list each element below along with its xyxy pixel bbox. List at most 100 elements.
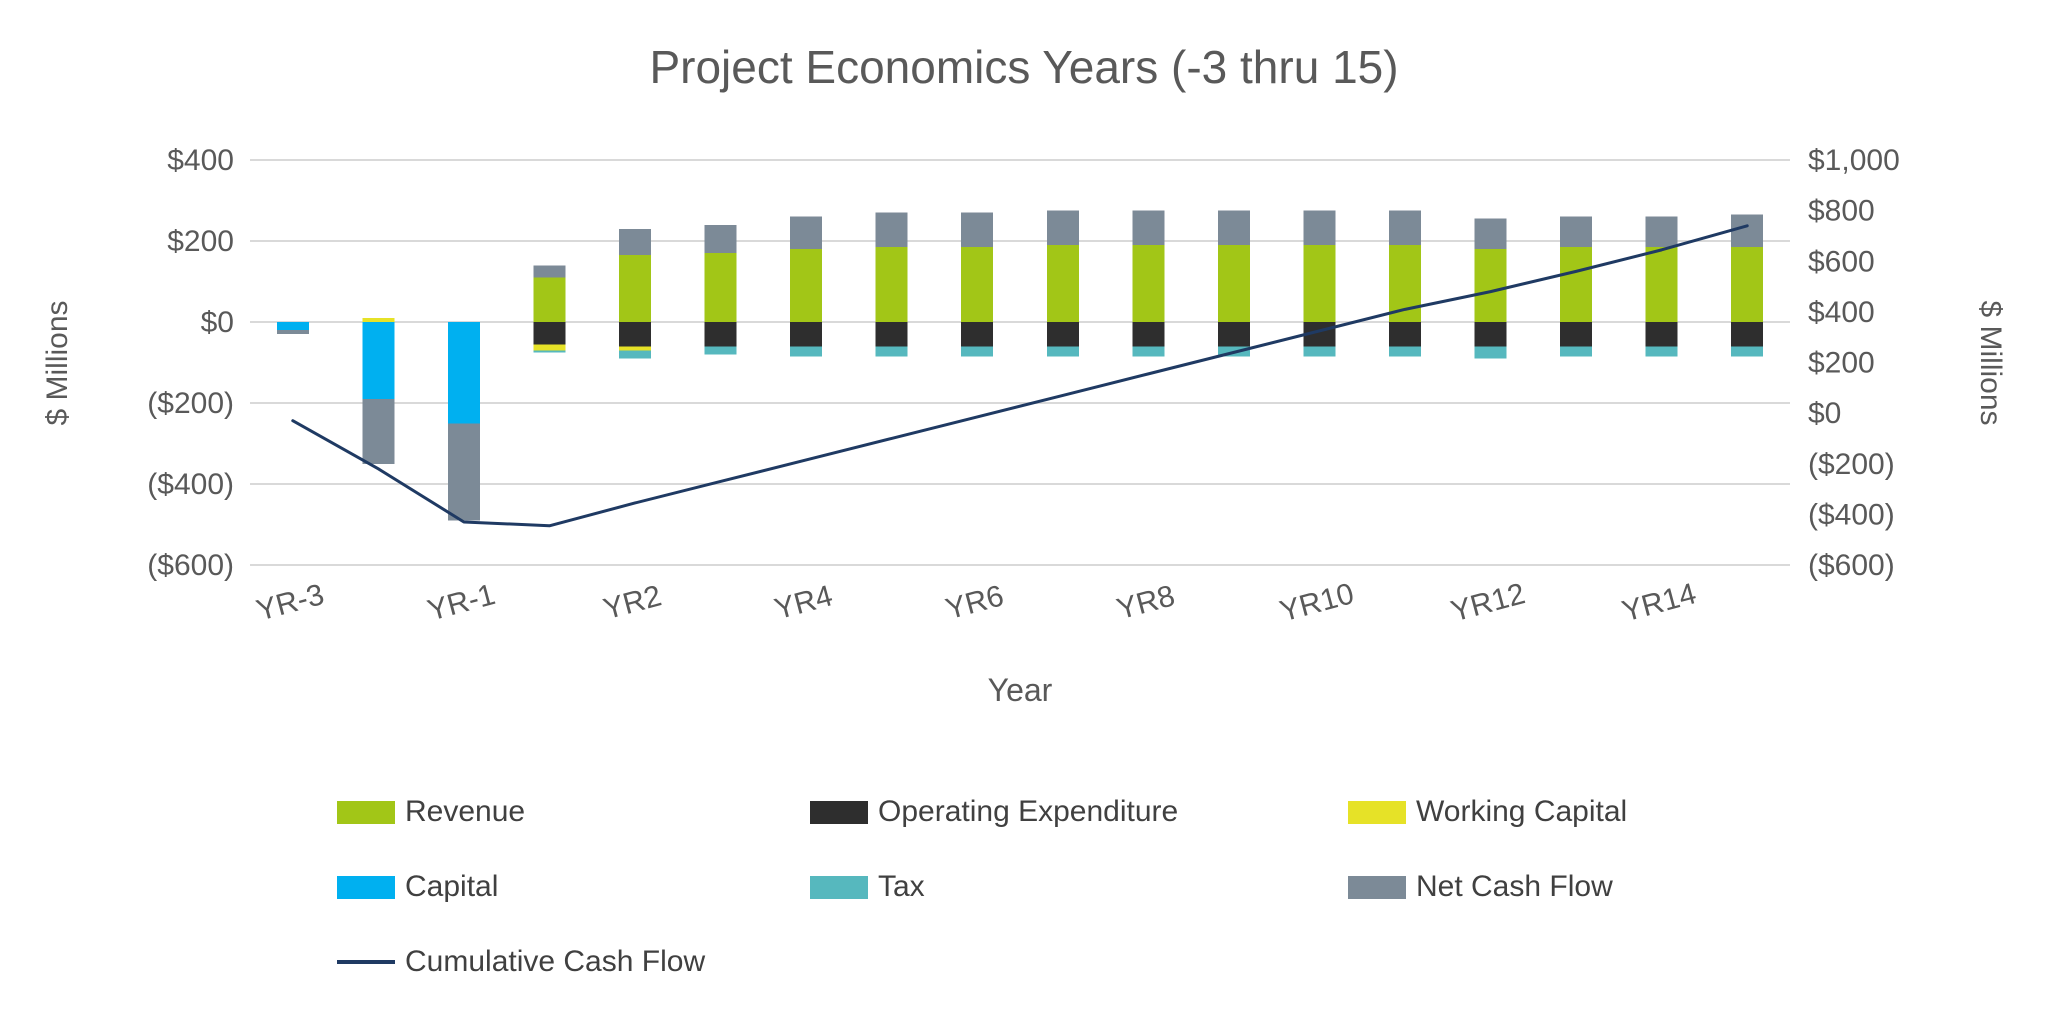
cumulative-cash-flow-line (291, 224, 1749, 528)
bar-segment (961, 212, 994, 248)
bar-segment (1560, 216, 1593, 248)
bar-segment (1389, 322, 1421, 347)
bar-segment (619, 322, 651, 347)
bar-segment (1474, 322, 1507, 347)
chart-legend: Revenue Operating Expenditure Working Ca… (0, 780, 2048, 1030)
right-axis-tick-label: ($200) (1808, 448, 1895, 481)
bar-segment (704, 253, 737, 322)
x-axis-tick-label: YR2 (600, 579, 665, 626)
right-axis-tick-label: $600 (1808, 245, 1875, 278)
bar-segment (1132, 245, 1165, 322)
bar-segment (1731, 214, 1764, 248)
bar-segment (1645, 247, 1678, 322)
bar-segment (1303, 346, 1336, 357)
bar-segment (619, 255, 651, 322)
bar-segment (533, 344, 566, 351)
bar-segment (1645, 322, 1678, 347)
right-axis-tick-label: $800 (1808, 195, 1875, 228)
bar-segment (276, 330, 309, 335)
bar-segment (875, 212, 908, 248)
right-axis-tick-label: $400 (1808, 296, 1875, 329)
bar-segment (875, 247, 908, 322)
legend-label-tax: Tax (878, 870, 925, 903)
legend-item-net-cash-flow: Net Cash Flow (1348, 870, 1613, 904)
bar-segment (362, 322, 395, 399)
bar-segment (790, 322, 823, 347)
left-axis-tick-label: ($400) (147, 468, 234, 501)
left-axis-tick-label: $200 (167, 225, 234, 258)
bar-segment (1303, 210, 1336, 246)
bar-segment (1474, 346, 1507, 359)
bar-segment (1560, 346, 1593, 357)
bar-segment (1560, 322, 1593, 347)
bar-segment (875, 322, 908, 347)
bar-segment (1303, 245, 1336, 322)
bar-segment (704, 346, 737, 355)
bar-segment (790, 249, 823, 322)
cumulative-cash-flow-line-swatch-icon (337, 960, 395, 964)
bar-segment (961, 346, 994, 357)
bar-segment (790, 346, 823, 357)
net-cash-flow-swatch-icon (1348, 875, 1406, 899)
bar-segment (1217, 210, 1250, 246)
x-axis-tick-label: YR8 (1113, 579, 1178, 626)
bar-segment (362, 317, 395, 322)
bar-segment (1046, 210, 1079, 246)
x-axis-tick-label: YR-3 (253, 578, 328, 628)
right-axis-tick-label: $0 (1808, 397, 1841, 430)
x-axis-tick-label: YR14 (1619, 577, 1700, 628)
legend-label-net-cash-flow: Net Cash Flow (1416, 870, 1613, 903)
bar-segment (790, 216, 823, 250)
x-axis-tick-label: YR-1 (424, 578, 499, 628)
bar-segment (276, 322, 309, 331)
bar-segment (1560, 247, 1593, 322)
right-axis-tick-label: ($600) (1808, 549, 1895, 582)
bar-segment (619, 346, 651, 351)
legend-label-capital: Capital (405, 870, 499, 903)
bar-segment (1046, 346, 1079, 357)
chart-title: Project Economics Years (-3 thru 15) (649, 41, 1399, 93)
right-axis-tick-label: $200 (1808, 347, 1875, 380)
legend-label-operating-expenditure: Operating Expenditure (878, 795, 1179, 828)
bar-segment (619, 350, 651, 359)
legend-label-working-capital: Working Capital (1416, 795, 1628, 828)
legend-item-operating-expenditure: Operating Expenditure (810, 795, 1178, 829)
chart-plot-area: $400 $200 $0 ($200) ($400) ($600) $1,000 $800 $6… (147, 144, 1899, 628)
x-axis-tick-label: YR12 (1448, 577, 1529, 628)
revenue-swatch-icon (337, 800, 395, 824)
capital-swatch-icon (337, 875, 395, 899)
bar-segment (533, 350, 566, 353)
bar-segment (533, 322, 566, 345)
bar-segment (875, 346, 908, 357)
bar-segment (533, 265, 566, 278)
bar-segment (1389, 210, 1421, 246)
left-axis-tick-label: ($200) (147, 387, 234, 420)
bar-segment (533, 277, 566, 322)
bar-segment (1474, 249, 1507, 322)
bar-segment (1645, 216, 1678, 248)
bar-segment (1132, 346, 1165, 357)
x-axis-title: Year (987, 672, 1053, 708)
bar-segment (1046, 322, 1079, 347)
bar-segment (1132, 210, 1165, 246)
left-axis-tick-label: $0 (201, 306, 234, 339)
legend-label-revenue: Revenue (405, 795, 526, 828)
bar-segment (447, 423, 480, 521)
right-axis-tick-label: ($400) (1808, 498, 1895, 531)
bar-segment (1217, 245, 1250, 322)
bar-segment (362, 398, 395, 464)
bar-segment (1046, 245, 1079, 322)
bar-segment (1645, 346, 1678, 357)
legend-item-revenue: Revenue (337, 795, 525, 829)
legend-item-tax: Tax (810, 870, 925, 904)
bar-segment (1389, 346, 1421, 357)
left-axis-tick-label: ($600) (147, 549, 234, 582)
working-capital-swatch-icon (1348, 800, 1406, 824)
bar-segment (961, 322, 994, 347)
tax-swatch-icon (810, 875, 868, 899)
x-axis-tick-label: YR6 (942, 579, 1007, 626)
legend-item-capital: Capital (337, 870, 498, 904)
bar-segment (1217, 322, 1250, 347)
bar-segment (1731, 247, 1764, 322)
x-axis-tick-label: YR4 (771, 579, 836, 626)
